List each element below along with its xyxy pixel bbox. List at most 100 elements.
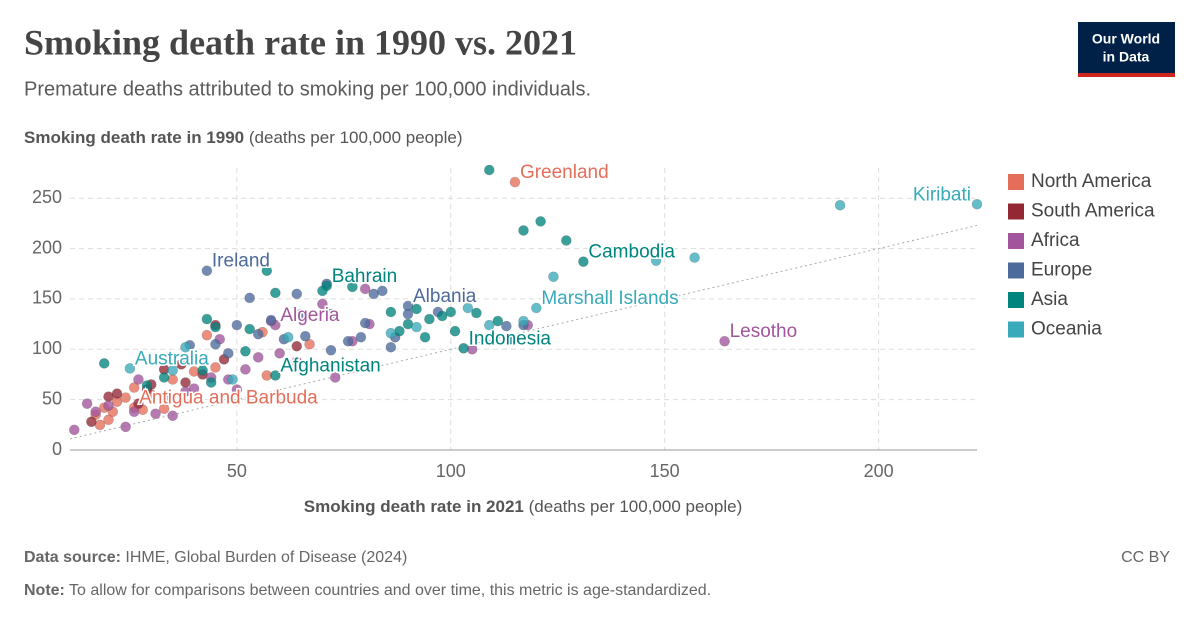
point — [103, 414, 114, 426]
point — [505, 333, 516, 345]
point — [377, 285, 388, 297]
point — [210, 321, 221, 333]
point-label: Greenland — [520, 162, 609, 183]
point — [128, 406, 140, 418]
point — [411, 303, 422, 315]
license[interactable]: CC BY — [1121, 549, 1170, 566]
point — [304, 338, 315, 350]
note-text: To allow for comparisons between countri… — [69, 582, 711, 599]
y-tick-label: 150 — [32, 288, 62, 308]
chart-title: Smoking death rate in 1990 vs. 2021 — [24, 22, 577, 62]
legend-swatch — [1008, 174, 1024, 190]
point — [222, 348, 234, 359]
point — [578, 256, 589, 267]
logo-text: in Data — [1103, 49, 1150, 65]
point — [325, 344, 337, 356]
point — [411, 321, 422, 333]
point — [244, 323, 255, 335]
point — [244, 292, 255, 304]
point — [501, 320, 512, 332]
point — [445, 306, 457, 318]
point — [548, 271, 559, 283]
point-label: Bahrain — [332, 266, 398, 287]
point — [282, 331, 294, 343]
note: Note: To allow for comparisons between c… — [24, 582, 711, 599]
point — [291, 288, 303, 300]
y-tick-label: 50 — [42, 388, 62, 408]
point — [261, 265, 273, 277]
point — [133, 398, 144, 409]
identity-line — [69, 224, 978, 440]
legend-label: North America — [1031, 171, 1152, 192]
y-tick-label: 250 — [32, 187, 62, 207]
point — [270, 287, 281, 299]
point-label: Indonesia — [469, 328, 552, 349]
logo-text: Our World — [1092, 31, 1160, 47]
legend-swatch — [1008, 292, 1024, 308]
point — [158, 392, 170, 403]
point — [120, 421, 131, 433]
point — [560, 235, 572, 246]
point — [402, 308, 414, 320]
point — [201, 313, 213, 325]
point — [128, 382, 140, 393]
point-label: Albania — [413, 286, 477, 307]
point-label: Ireland — [212, 251, 270, 272]
legend-label: Europe — [1031, 260, 1092, 281]
point — [317, 298, 328, 310]
point — [158, 372, 170, 383]
point — [449, 325, 461, 337]
point-label: Kiribati — [913, 184, 971, 205]
legend-swatch — [1008, 233, 1024, 249]
point — [201, 329, 213, 341]
point — [133, 374, 144, 385]
point — [103, 400, 114, 411]
point — [231, 319, 243, 331]
point — [509, 176, 521, 188]
legend-swatch — [1008, 203, 1024, 220]
y-axis-label-unit: (deaths per 100,000 people) — [249, 128, 463, 147]
legend-label: Africa — [1031, 230, 1080, 251]
y-tick-label: 100 — [32, 338, 62, 358]
point — [483, 164, 495, 176]
point — [98, 358, 110, 369]
point — [252, 328, 264, 340]
logo-box — [1078, 22, 1175, 77]
point — [535, 216, 546, 227]
point — [81, 398, 93, 409]
point — [971, 198, 983, 210]
point — [240, 345, 251, 357]
point — [355, 331, 367, 343]
x-tick-label: 50 — [227, 461, 247, 481]
point — [197, 365, 208, 376]
source-label: Data source: — [24, 549, 121, 566]
logo[interactable]: Our World in Data — [1078, 22, 1175, 77]
point — [180, 386, 191, 397]
x-axis-label-unit: (deaths per 100,000 people) — [529, 497, 743, 516]
point — [180, 341, 191, 353]
point — [240, 364, 251, 375]
point — [210, 338, 221, 350]
point — [650, 255, 662, 266]
point — [120, 392, 131, 403]
point — [483, 319, 495, 331]
x-axis-label-bold: Smoking death rate in 2021 — [304, 497, 524, 516]
point — [231, 384, 243, 395]
point — [834, 199, 846, 211]
point — [158, 403, 170, 415]
x-tick-label: 150 — [650, 461, 680, 481]
point — [270, 370, 281, 381]
point — [689, 252, 700, 263]
point — [518, 225, 529, 236]
legend-swatch — [1008, 262, 1024, 279]
y-tick-label: 200 — [32, 237, 62, 257]
point — [291, 356, 303, 367]
point — [141, 380, 153, 391]
point — [86, 416, 97, 428]
point-label: Lesotho — [730, 321, 798, 342]
point — [201, 265, 213, 277]
point-label: Australia — [135, 348, 209, 369]
chart-subtitle: Premature deaths attributed to smoking p… — [24, 78, 591, 100]
point — [462, 302, 474, 314]
